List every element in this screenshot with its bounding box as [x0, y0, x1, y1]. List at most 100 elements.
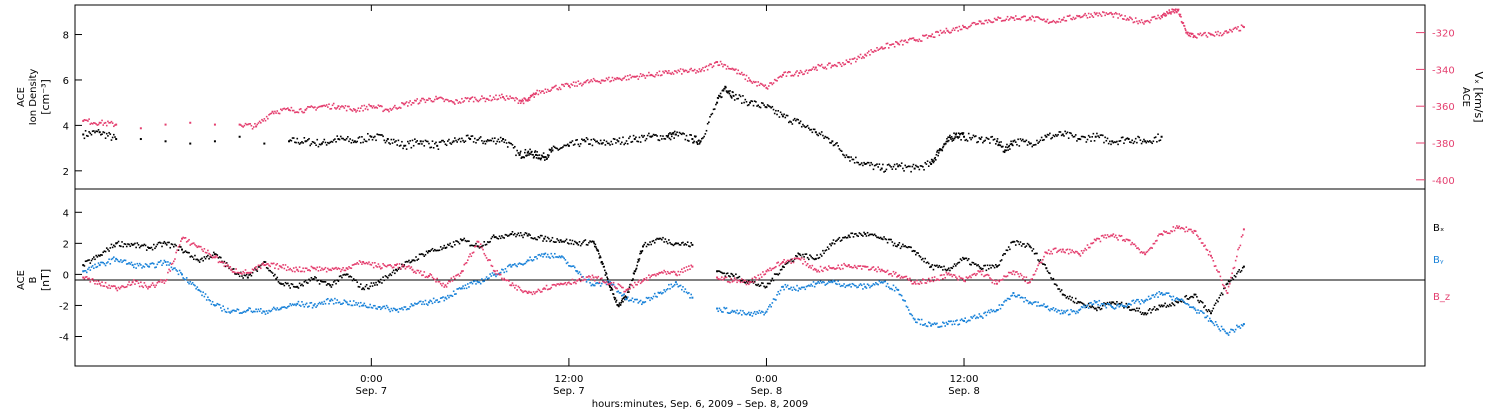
vx-sample: [1106, 13, 1109, 16]
bz-sample: [100, 284, 102, 287]
bz-sample: [264, 264, 267, 266]
bx-sample: [251, 271, 254, 274]
bz-sample: [623, 290, 625, 293]
bx-sample: [351, 279, 354, 282]
bz-sample: [332, 268, 335, 270]
bz-sample: [89, 281, 92, 283]
by-sample: [621, 294, 623, 297]
density-sample: [906, 165, 909, 168]
vx-sample: [770, 82, 772, 84]
by-sample: [1025, 299, 1028, 302]
by-sample: [998, 304, 1001, 306]
bz-sample: [561, 283, 563, 285]
density-sample: [328, 142, 330, 145]
bz-sample: [1007, 271, 1010, 274]
bz-sample: [859, 265, 862, 267]
bx-sample: [666, 242, 669, 245]
by-sample: [1163, 293, 1165, 296]
density-sample: [629, 135, 631, 138]
by-sample: [668, 283, 670, 286]
density-sample: [930, 158, 933, 161]
density-sample: [439, 141, 442, 143]
density-sample: [576, 138, 578, 141]
vx-sample: [786, 71, 789, 74]
by-sample: [766, 308, 769, 311]
density-sample: [729, 90, 731, 92]
by-sample: [94, 263, 96, 266]
density-sample: [1093, 140, 1096, 142]
bz-sample: [591, 274, 594, 277]
bx-sample: [418, 253, 421, 256]
bz-sample: [385, 265, 388, 268]
bx-point-3: [131, 243, 134, 246]
bz-sample: [898, 274, 901, 276]
density-sample: [933, 160, 935, 162]
bz-sample: [626, 288, 629, 290]
vx-sample: [1234, 26, 1237, 29]
vx-sample: [651, 74, 654, 77]
bx-sample: [797, 252, 800, 255]
bx-sample: [521, 234, 523, 237]
bz-sample: [870, 268, 872, 270]
by-sample: [124, 259, 127, 262]
by-sample: [114, 260, 116, 262]
by-sample: [422, 301, 424, 303]
bx-sample: [187, 251, 189, 254]
density-sample: [670, 135, 673, 138]
bz-sample: [196, 246, 199, 249]
vx-point-66: [1177, 9, 1180, 12]
by-sample: [646, 297, 649, 300]
bx-sample: [573, 240, 576, 243]
bx-sample: [308, 278, 310, 281]
bz-sample: [1196, 234, 1198, 237]
bz-sample: [151, 282, 154, 284]
bx-sample: [363, 288, 366, 291]
bx-sample: [590, 241, 593, 243]
bz-sample: [1091, 242, 1094, 245]
density-sample: [103, 131, 106, 134]
bz-sample: [359, 261, 362, 263]
bx-sample: [423, 255, 426, 258]
by-sample: [1072, 310, 1075, 312]
bx-sample: [492, 234, 495, 237]
bx-sample: [341, 276, 343, 279]
density-sample: [1087, 134, 1090, 137]
density-sample: [877, 166, 879, 168]
bz-point-44: [814, 268, 817, 271]
density-sample: [1104, 136, 1106, 139]
density-sample: [592, 138, 595, 140]
density-sample: [987, 138, 990, 140]
bx-sample: [1156, 307, 1158, 310]
bx-sample: [679, 244, 682, 246]
by-sample: [417, 302, 420, 304]
by-sample: [91, 265, 94, 267]
by-point-60: [1078, 309, 1081, 312]
vx-sample: [501, 93, 503, 96]
bz-sample: [339, 270, 342, 273]
vx-sample: [1120, 14, 1123, 16]
bz-sample: [1069, 248, 1071, 251]
by-sample: [1093, 300, 1096, 302]
density-sample: [494, 137, 496, 139]
density-sample: [1013, 139, 1016, 142]
bx-sample: [130, 242, 133, 245]
bx-sample: [331, 283, 334, 286]
by-sample: [983, 312, 985, 315]
vx-sample: [952, 27, 955, 30]
by-point-34: [641, 301, 644, 304]
bx-sample: [938, 264, 941, 267]
density-sample: [478, 137, 481, 139]
bz-sample: [1022, 278, 1024, 280]
density-sample: [516, 149, 518, 152]
density-sample: [739, 95, 742, 98]
bz-sample: [737, 279, 740, 282]
bx-sample: [1101, 304, 1104, 307]
bx-sample: [602, 262, 604, 265]
bz-sample: [809, 265, 811, 267]
bx-sample: [425, 250, 428, 253]
bx-sample: [1214, 302, 1217, 305]
bz-sample: [565, 283, 568, 286]
vx-sample: [690, 67, 693, 70]
density-sample: [738, 94, 741, 96]
vx-sample: [812, 66, 815, 69]
